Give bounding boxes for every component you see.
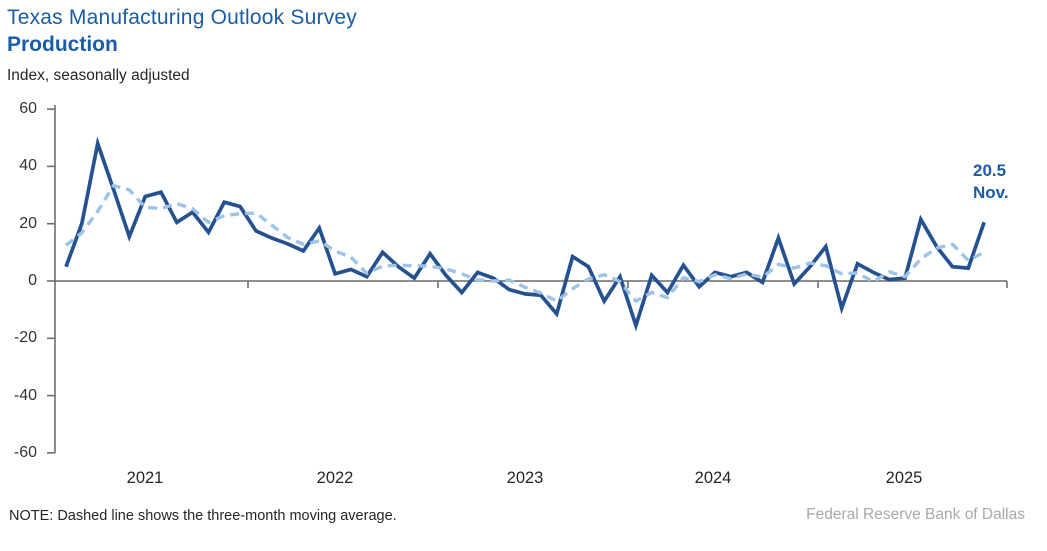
y-tick-label: 40	[19, 157, 37, 174]
y-tick-label: -20	[13, 329, 37, 346]
chart-subtitle: Production	[7, 33, 118, 56]
chart-title: Texas Manufacturing Outlook Survey	[7, 6, 357, 29]
source-attribution: Federal Reserve Bank of Dallas	[806, 506, 1025, 523]
moving-average-line	[64, 183, 985, 304]
production-line	[64, 136, 986, 332]
latest-value-annotation: 20.5 Nov.	[973, 160, 1009, 204]
y-tick-label: -40	[13, 387, 37, 404]
latest-value: 20.5	[973, 161, 1007, 180]
x-tick-label-2025: 2025	[885, 469, 923, 487]
y-tick-label: -60	[13, 444, 37, 461]
y-tick-label: 0	[28, 272, 37, 289]
y-tick-label: 20	[19, 215, 37, 232]
latest-month: Nov.	[973, 183, 1009, 202]
x-tick-label-2022: 2022	[316, 469, 354, 487]
x-tick-label-2023: 2023	[506, 469, 544, 487]
y-axis-unit-label: Index, seasonally adjusted	[7, 67, 190, 84]
x-tick-label-2024: 2024	[694, 469, 732, 487]
y-tick-label: 60	[19, 100, 37, 117]
x-tick-label-2021: 2021	[126, 469, 164, 487]
chart-note: NOTE: Dashed line shows the three-month …	[9, 508, 397, 524]
